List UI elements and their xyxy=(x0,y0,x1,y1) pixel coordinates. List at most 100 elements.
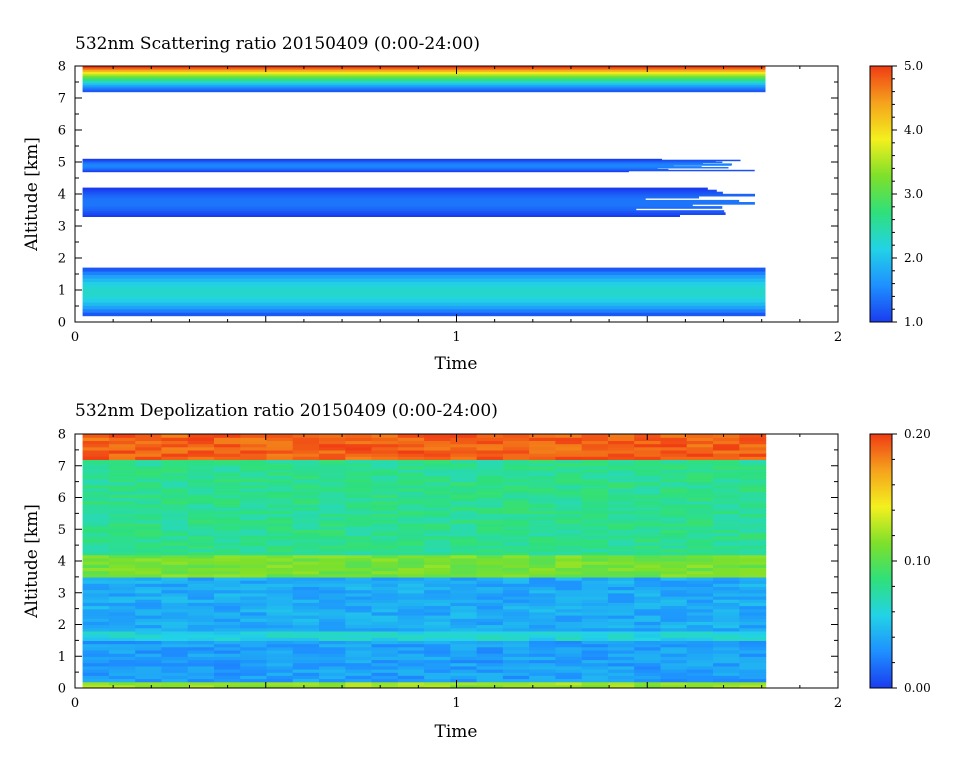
heatmap-cell xyxy=(319,494,346,499)
heatmap-cell xyxy=(476,615,504,619)
heatmap-cell xyxy=(713,662,740,667)
heatmap-cell xyxy=(135,576,163,581)
heatmap-cell xyxy=(607,589,635,594)
heatmap-cell xyxy=(529,646,556,651)
heatmap-cell xyxy=(424,494,451,499)
heatmap-cell xyxy=(634,570,662,575)
heatmap-cell xyxy=(345,462,373,467)
heatmap-cell xyxy=(634,465,662,470)
heatmap-cell xyxy=(686,586,714,591)
heatmap-cell xyxy=(319,643,346,648)
heatmap-cell xyxy=(292,611,320,616)
heatmap-cell xyxy=(397,484,425,489)
heatmap-cell xyxy=(319,434,346,438)
heatmap-cell xyxy=(161,602,189,607)
heatmap-cell xyxy=(371,646,399,651)
heatmap-cell xyxy=(345,449,373,454)
heatmap-cell xyxy=(476,589,504,594)
heatmap-cell xyxy=(266,592,294,597)
heatmap-cell xyxy=(634,497,662,502)
heatmap-cell xyxy=(397,488,425,492)
heatmap-cell xyxy=(135,440,163,445)
heatmap-cell xyxy=(345,637,373,641)
heatmap-cell xyxy=(240,434,268,438)
heatmap-cell xyxy=(634,446,662,451)
heatmap-cell xyxy=(713,659,740,664)
heatmap-cell xyxy=(502,634,530,638)
heatmap-cell xyxy=(739,659,767,664)
heatmap-cell xyxy=(266,468,294,473)
heatmap-cell xyxy=(82,162,704,164)
heatmap-cell xyxy=(371,611,399,616)
heatmap-cell xyxy=(214,567,241,572)
heatmap-cell xyxy=(607,446,635,451)
heatmap-cell xyxy=(187,494,215,499)
heatmap-cell xyxy=(319,595,346,600)
heatmap-cell xyxy=(476,529,504,534)
heatmap-cell xyxy=(634,615,662,619)
heatmap-cell xyxy=(371,561,399,565)
heatmap-cell xyxy=(135,580,163,584)
heatmap-cell xyxy=(161,529,189,534)
heatmap-cell xyxy=(739,434,767,438)
heatmap-cell xyxy=(187,446,215,451)
heatmap-cell xyxy=(607,611,635,616)
heatmap-cell xyxy=(135,497,163,502)
heatmap-cell xyxy=(82,646,110,651)
heatmap-cell xyxy=(739,653,767,657)
heatmap-cell xyxy=(607,548,635,553)
heatmap-cell xyxy=(397,611,425,616)
heatmap-cell xyxy=(581,634,609,638)
heatmap-cell xyxy=(82,608,110,613)
heatmap-cell xyxy=(581,669,609,673)
heatmap-cell xyxy=(214,538,241,543)
heatmap-cell xyxy=(161,551,189,556)
heatmap-cell xyxy=(266,478,294,483)
layer-upper-cloud xyxy=(82,66,766,93)
heatmap-cell xyxy=(161,462,189,467)
heatmap-cell xyxy=(82,681,110,686)
heatmap-cell xyxy=(108,646,136,651)
heatmap-cell xyxy=(82,484,110,489)
heatmap-cell xyxy=(345,672,373,676)
heatmap-cell xyxy=(345,580,373,584)
heatmap-cell xyxy=(108,592,136,597)
heatmap-cell xyxy=(634,621,662,626)
heatmap-cell xyxy=(319,564,346,568)
heatmap-cell xyxy=(424,602,451,607)
heatmap-cell xyxy=(607,551,635,556)
heatmap-cell xyxy=(529,446,556,451)
heatmap-cell xyxy=(187,624,215,629)
heatmap-cell xyxy=(266,621,294,626)
heatmap-cell xyxy=(660,618,688,622)
heatmap-cell xyxy=(686,605,714,610)
heatmap-cell xyxy=(634,488,662,492)
heatmap-cell xyxy=(555,589,583,594)
heatmap-cell xyxy=(108,554,136,559)
heatmap-cell xyxy=(292,599,320,603)
heatmap-cell xyxy=(240,586,268,591)
heatmap-cell xyxy=(161,526,189,530)
heatmap-cell xyxy=(713,510,740,514)
heatmap-cell xyxy=(108,456,136,460)
heatmap-cell xyxy=(135,510,163,514)
heatmap-cell xyxy=(634,443,662,448)
heatmap-cell xyxy=(607,526,635,530)
heatmap-cell xyxy=(319,519,346,524)
heatmap-cell xyxy=(450,542,478,546)
heatmap-cell xyxy=(292,443,320,448)
heatmap-cell xyxy=(607,481,635,486)
heatmap-cell xyxy=(502,449,530,454)
heatmap-cell xyxy=(476,551,504,556)
heatmap-cell xyxy=(187,608,215,613)
heatmap-cell xyxy=(266,443,294,448)
heatmap-cell xyxy=(371,459,399,464)
heatmap-cell xyxy=(739,576,767,581)
heatmap-cell xyxy=(82,199,740,203)
heatmap-cell xyxy=(713,678,740,683)
scattering-x-label: Time xyxy=(435,354,478,374)
heatmap-cell xyxy=(686,646,714,651)
heatmap-cell xyxy=(686,510,714,514)
heatmap-cell xyxy=(397,608,425,613)
heatmap-cell xyxy=(292,507,320,511)
